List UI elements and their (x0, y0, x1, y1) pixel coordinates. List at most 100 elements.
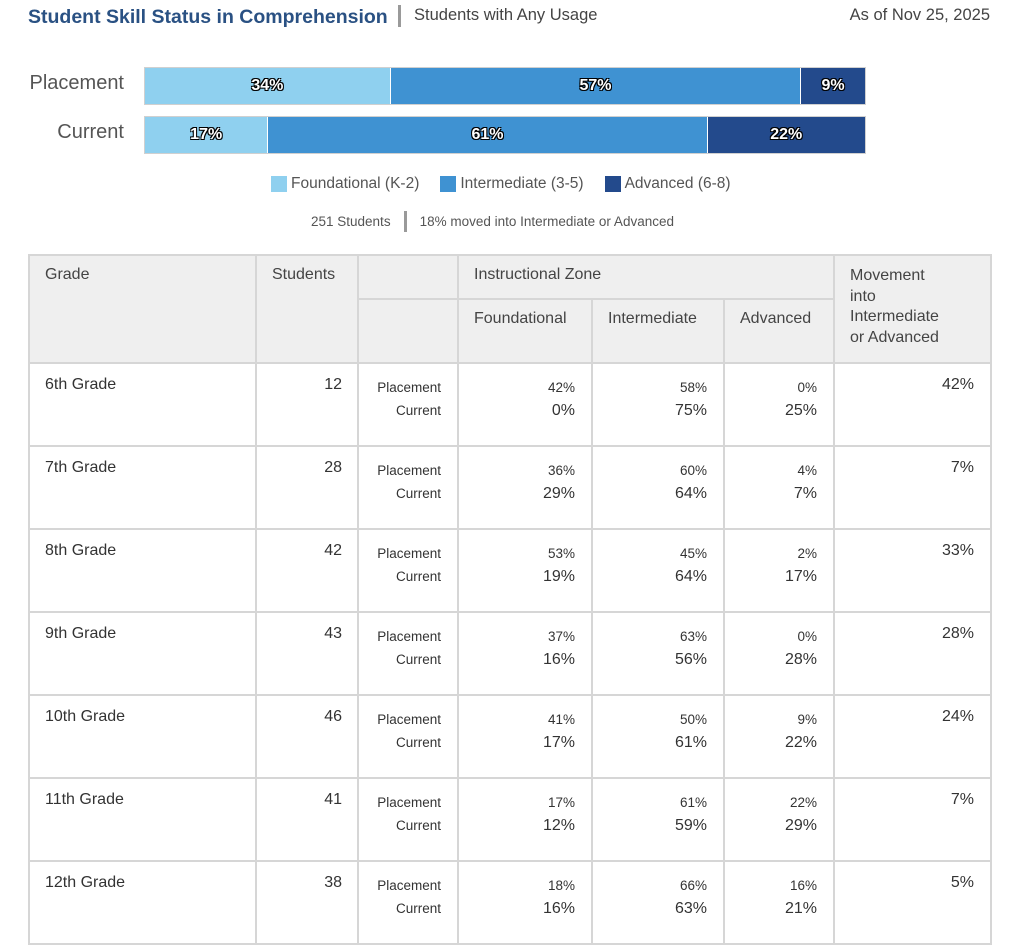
grade-table: Grade Students Instructional Zone Moveme… (28, 254, 992, 945)
current-intermediate-segment[interactable]: 61% (267, 117, 707, 153)
intermediate-cell: 58% 75% (591, 362, 725, 447)
placement-value: 58% (679, 380, 707, 395)
student-count: 251 Students (311, 214, 391, 229)
foundational-cell: 53% 19% (457, 528, 593, 613)
placement-value: 61% (679, 795, 707, 810)
current-phase-label: Current (395, 735, 441, 750)
phase-cell: Placement Current (357, 528, 459, 613)
current-value: 75% (674, 402, 707, 419)
grade-cell: 9th Grade (28, 611, 257, 696)
phase-cell: Placement Current (357, 694, 459, 779)
grade-column-header[interactable]: Grade (28, 254, 257, 364)
placement-foundational-segment[interactable]: 34% (145, 68, 390, 104)
grade-cell: 6th Grade (28, 362, 257, 447)
phase-cell: Placement Current (357, 611, 459, 696)
current-value: 29% (784, 817, 817, 834)
current-value: 22% (784, 734, 817, 751)
placement-phase-label: Placement (377, 712, 441, 727)
placement-value: 18% (547, 878, 575, 893)
moved-summary: 18% moved into Intermediate or Advanced (419, 214, 674, 229)
current-phase-label: Current (395, 569, 441, 584)
table-row: 11th Grade 41 Placement Current 17% 12% 61% 59%… (28, 777, 992, 862)
current-value: 28% (784, 651, 817, 668)
phase-cell: Placement Current (357, 445, 459, 530)
page-title: Student Skill Status in Comprehension (28, 6, 388, 28)
advanced-swatch (604, 176, 621, 192)
placement-value: 53% (547, 546, 575, 561)
movement-cell: 7% (833, 445, 992, 530)
current-value: 12% (542, 817, 575, 834)
current-value: 25% (784, 402, 817, 419)
summary-line: 251 Students 18% moved into Intermediate… (0, 211, 985, 232)
foundational-cell: 41% 17% (457, 694, 593, 779)
current-phase-label: Current (395, 818, 441, 833)
current-phase-label: Current (395, 652, 441, 667)
intermediate-cell: 66% 63% (591, 860, 725, 945)
placement-value: 41% (547, 712, 575, 727)
placement-phase-label: Placement (377, 380, 441, 395)
students-cell: 12 (255, 362, 359, 447)
chart-legend: Foundational (K-2) Intermediate (3-5) Ad… (271, 175, 752, 193)
placement-value: 0% (797, 380, 817, 395)
current-advanced-segment[interactable]: 22% (706, 117, 865, 153)
current-value: 7% (793, 485, 817, 502)
students-column-header[interactable]: Students (255, 254, 359, 364)
movement-header-line: into (850, 287, 876, 305)
usage-filter-label: Students with Any Usage (414, 6, 598, 24)
intermediate-cell: 63% 56% (591, 611, 725, 696)
current-bar-row: Current 17% 61% 22% (28, 116, 866, 154)
placement-value: 42% (547, 380, 575, 395)
foundational-swatch (271, 176, 287, 192)
current-value: 16% (542, 651, 575, 668)
grade-cell: 8th Grade (28, 528, 257, 613)
legend-item-advanced[interactable]: Advanced (6-8) (604, 175, 731, 193)
instructional-zone-header: Instructional Zone (457, 254, 835, 300)
legend-label-intermediate: Intermediate (3-5) (460, 175, 584, 192)
advanced-cell: 4% 7% (723, 445, 835, 530)
placement-value: 45% (679, 546, 707, 561)
intermediate-cell: 45% 64% (591, 528, 725, 613)
movement-header-line: Intermediate (850, 308, 939, 325)
current-bar-label: Current (57, 121, 124, 143)
advanced-cell: 16% 21% (723, 860, 835, 945)
current-value: 59% (674, 817, 707, 834)
intermediate-column-header[interactable]: Intermediate (591, 298, 725, 364)
placement-bar-label: Placement (29, 72, 125, 94)
movement-cell: 42% (833, 362, 992, 447)
placement-intermediate-segment[interactable]: 57% (389, 68, 801, 104)
report-header: Student Skill Status in Comprehension St… (28, 4, 990, 30)
movement-header-line: or Advanced (850, 328, 939, 346)
placement-value: 22% (789, 795, 817, 810)
movement-column-header[interactable]: Movement into Intermediate or Advanced (833, 254, 992, 364)
current-value: 29% (542, 485, 575, 502)
legend-item-foundational[interactable]: Foundational (K-2) (271, 175, 419, 193)
phase-subheader-blank (357, 298, 459, 364)
phase-cell: Placement Current (357, 362, 459, 447)
advanced-cell: 22% 29% (723, 777, 835, 862)
grade-cell: 10th Grade (28, 694, 257, 779)
advanced-cell: 9% 22% (723, 694, 835, 779)
placement-value: 17% (547, 795, 575, 810)
movement-header-line: Movement (850, 267, 925, 284)
movement-cell: 24% (833, 694, 992, 779)
current-value: 63% (674, 900, 707, 917)
table-row: 10th Grade 46 Placement Current 41% 17% 50% 61%… (28, 694, 992, 779)
current-phase-label: Current (395, 403, 441, 418)
table-row: 9th Grade 43 Placement Current 37% 16% 63% 56% 0… (28, 611, 992, 696)
advanced-column-header[interactable]: Advanced (723, 298, 835, 364)
current-value: 64% (674, 568, 707, 585)
current-value: 64% (674, 485, 707, 502)
legend-label-foundational: Foundational (K-2) (291, 175, 420, 192)
placement-advanced-segment[interactable]: 9% (800, 68, 865, 104)
grade-cell: 11th Grade (28, 777, 257, 862)
placement-value: 16% (789, 878, 817, 893)
students-cell: 41 (255, 777, 359, 862)
placement-phase-label: Placement (377, 463, 441, 478)
students-cell: 46 (255, 694, 359, 779)
current-foundational-segment[interactable]: 17% (145, 117, 268, 153)
foundational-column-header[interactable]: Foundational (457, 298, 593, 364)
legend-item-intermediate[interactable]: Intermediate (3-5) (440, 175, 584, 193)
current-value: 19% (542, 568, 575, 585)
placement-value: 9% (797, 712, 817, 727)
current-value: 21% (784, 900, 817, 917)
